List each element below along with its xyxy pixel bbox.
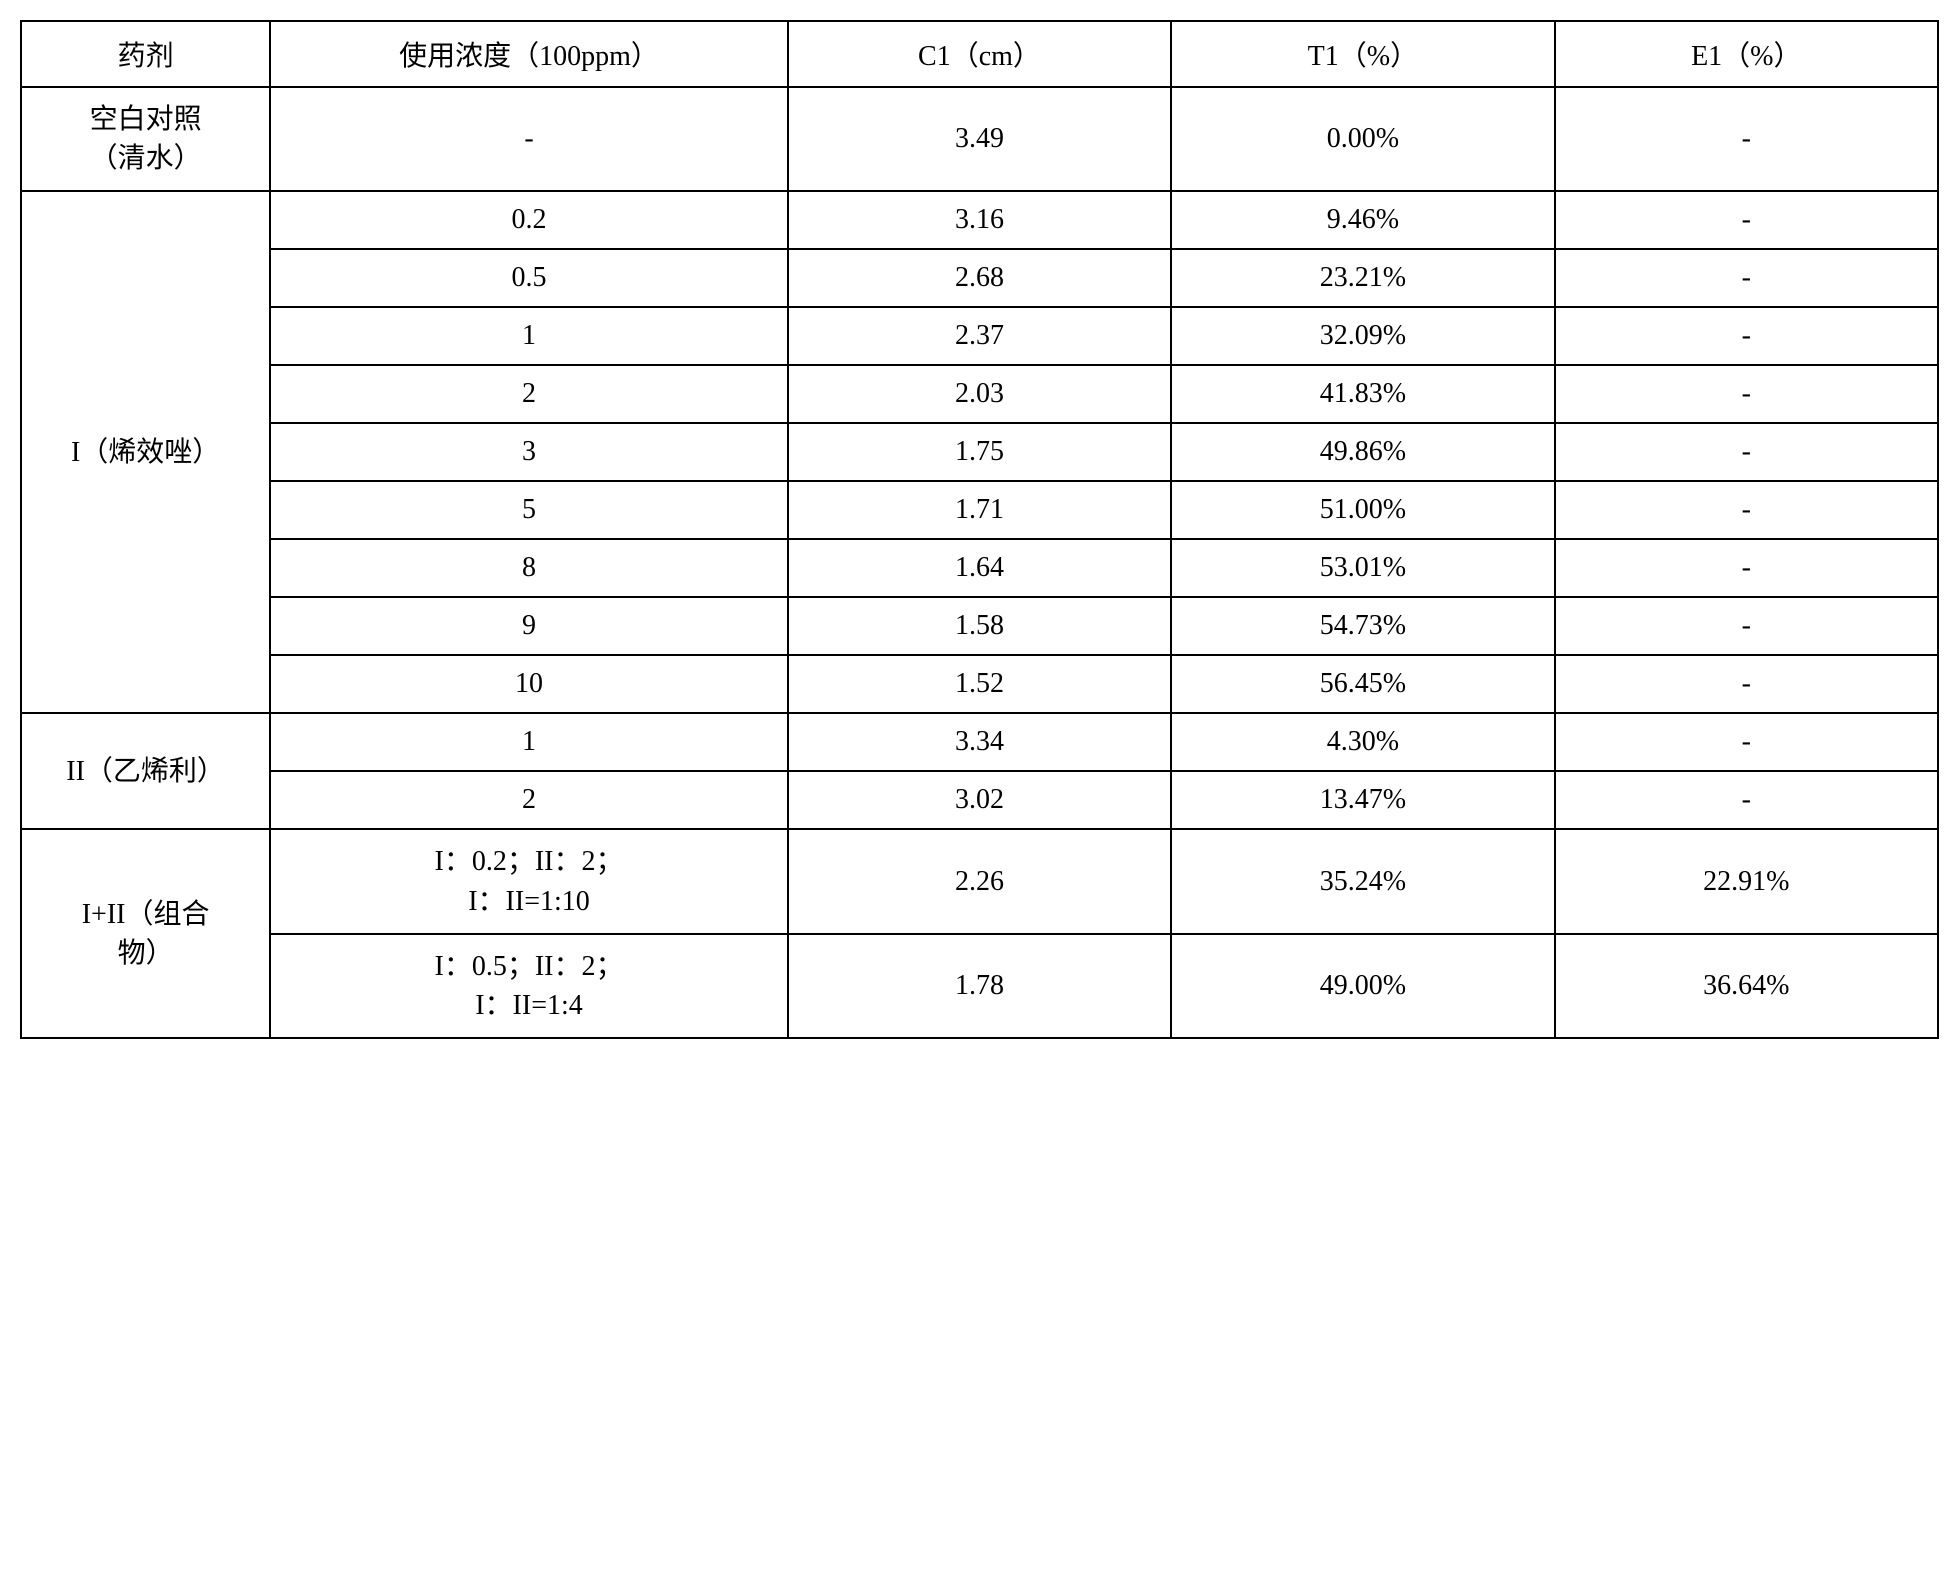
e1-cell: - [1555, 539, 1938, 597]
t1-cell: 56.45% [1171, 655, 1554, 713]
c1-cell: 1.64 [788, 539, 1171, 597]
t1-cell: 4.30% [1171, 713, 1554, 771]
table-row: 空白对照（清水）-3.490.00%- [21, 87, 1938, 191]
conc-cell: 8 [270, 539, 788, 597]
e1-cell: - [1555, 481, 1938, 539]
c1-cell: 1.71 [788, 481, 1171, 539]
t1-cell: 49.00% [1171, 934, 1554, 1038]
table-row: 101.5256.45%- [21, 655, 1938, 713]
table-row: 51.7151.00%- [21, 481, 1938, 539]
table-row: II（乙烯利）13.344.30%- [21, 713, 1938, 771]
c1-cell: 1.58 [788, 597, 1171, 655]
t1-cell: 54.73% [1171, 597, 1554, 655]
table-header-row: 药剂 使用浓度（100ppm） C1（cm） T1（%） E1（%） [21, 21, 1938, 87]
conc-cell: 5 [270, 481, 788, 539]
conc-cell: 0.5 [270, 249, 788, 307]
col-header-conc: 使用浓度（100ppm） [270, 21, 788, 87]
table-row: 22.0341.83%- [21, 365, 1938, 423]
t1-cell: 41.83% [1171, 365, 1554, 423]
table-body: 空白对照（清水）-3.490.00%-I（烯效唑）0.23.169.46%-0.… [21, 87, 1938, 1038]
t1-cell: 32.09% [1171, 307, 1554, 365]
e1-cell: 22.91% [1555, 829, 1938, 933]
conc-cell: 3 [270, 423, 788, 481]
conc-cell: 1 [270, 713, 788, 771]
c1-cell: 1.75 [788, 423, 1171, 481]
e1-cell: - [1555, 771, 1938, 829]
table-row: I：0.5；II：2；I：II=1:41.7849.00%36.64% [21, 934, 1938, 1038]
table-row: I（烯效唑）0.23.169.46%- [21, 191, 1938, 249]
e1-cell: 36.64% [1555, 934, 1938, 1038]
table-row: 31.7549.86%- [21, 423, 1938, 481]
conc-cell: 2 [270, 365, 788, 423]
c1-cell: 2.26 [788, 829, 1171, 933]
t1-cell: 0.00% [1171, 87, 1554, 191]
conc-cell: 9 [270, 597, 788, 655]
c1-cell: 2.03 [788, 365, 1171, 423]
agent-cell: I+II（组合物） [21, 829, 270, 1038]
t1-cell: 35.24% [1171, 829, 1554, 933]
t1-cell: 13.47% [1171, 771, 1554, 829]
col-header-agent: 药剂 [21, 21, 270, 87]
c1-cell: 3.34 [788, 713, 1171, 771]
e1-cell: - [1555, 191, 1938, 249]
e1-cell: - [1555, 249, 1938, 307]
e1-cell: - [1555, 423, 1938, 481]
table-row: I+II（组合物）I：0.2；II：2；I：II=1:102.2635.24%2… [21, 829, 1938, 933]
col-header-t1: T1（%） [1171, 21, 1554, 87]
t1-cell: 23.21% [1171, 249, 1554, 307]
c1-cell: 2.68 [788, 249, 1171, 307]
conc-cell: I：0.5；II：2；I：II=1:4 [270, 934, 788, 1038]
conc-cell: - [270, 87, 788, 191]
c1-cell: 1.52 [788, 655, 1171, 713]
col-header-c1: C1（cm） [788, 21, 1171, 87]
c1-cell: 2.37 [788, 307, 1171, 365]
e1-cell: - [1555, 655, 1938, 713]
t1-cell: 51.00% [1171, 481, 1554, 539]
e1-cell: - [1555, 365, 1938, 423]
table-row: 91.5854.73%- [21, 597, 1938, 655]
agent-cell: I（烯效唑） [21, 191, 270, 713]
table-row: 23.0213.47%- [21, 771, 1938, 829]
e1-cell: - [1555, 713, 1938, 771]
c1-cell: 1.78 [788, 934, 1171, 1038]
conc-cell: 10 [270, 655, 788, 713]
agent-cell: 空白对照（清水） [21, 87, 270, 191]
table-row: 0.52.6823.21%- [21, 249, 1938, 307]
e1-cell: - [1555, 307, 1938, 365]
table-row: 12.3732.09%- [21, 307, 1938, 365]
conc-cell: 2 [270, 771, 788, 829]
conc-cell: 0.2 [270, 191, 788, 249]
c1-cell: 3.02 [788, 771, 1171, 829]
t1-cell: 49.86% [1171, 423, 1554, 481]
c1-cell: 3.16 [788, 191, 1171, 249]
t1-cell: 9.46% [1171, 191, 1554, 249]
conc-cell: I：0.2；II：2；I：II=1:10 [270, 829, 788, 933]
e1-cell: - [1555, 597, 1938, 655]
t1-cell: 53.01% [1171, 539, 1554, 597]
conc-cell: 1 [270, 307, 788, 365]
e1-cell: - [1555, 87, 1938, 191]
agent-cell: II（乙烯利） [21, 713, 270, 829]
data-table: 药剂 使用浓度（100ppm） C1（cm） T1（%） E1（%） 空白对照（… [20, 20, 1939, 1039]
col-header-e1: E1（%） [1555, 21, 1938, 87]
table-row: 81.6453.01%- [21, 539, 1938, 597]
c1-cell: 3.49 [788, 87, 1171, 191]
